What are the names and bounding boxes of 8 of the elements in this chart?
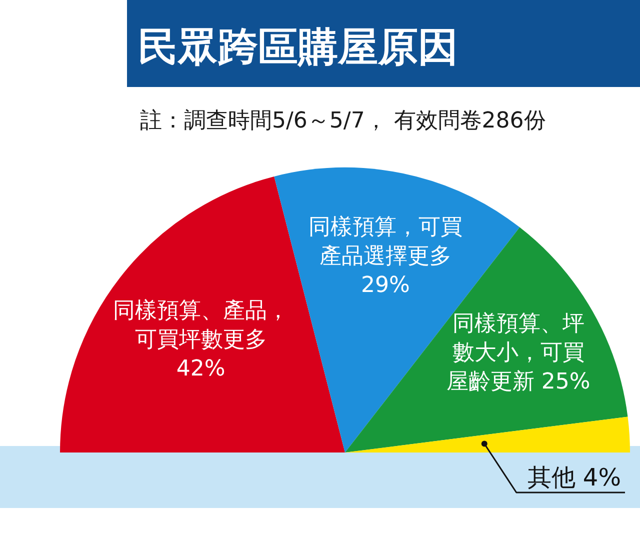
chart-title: 民眾跨區購屋原因 [138,24,458,70]
slice-label: 其他 4% [527,464,621,492]
data-label: 29% [361,272,410,298]
chart-subtitle: 註：調查時間5/6～5/7， 有效問卷286份 [140,108,546,134]
slice-label: 同樣預算，可買產品選擇更多 [308,214,462,269]
data-label: 42% [176,356,226,382]
slice-label: 同樣預算、坪數大小，可買屋齡更新 25% [446,311,590,394]
slice-label: 同樣預算、產品，可買坪數更多 [112,298,289,352]
